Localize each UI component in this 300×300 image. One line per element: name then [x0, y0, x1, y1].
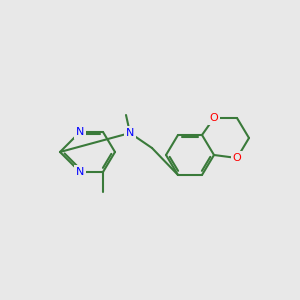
Text: O: O	[210, 113, 218, 123]
Text: N: N	[76, 167, 84, 177]
Text: N: N	[126, 128, 134, 138]
Text: N: N	[76, 127, 84, 137]
Text: O: O	[232, 153, 242, 163]
